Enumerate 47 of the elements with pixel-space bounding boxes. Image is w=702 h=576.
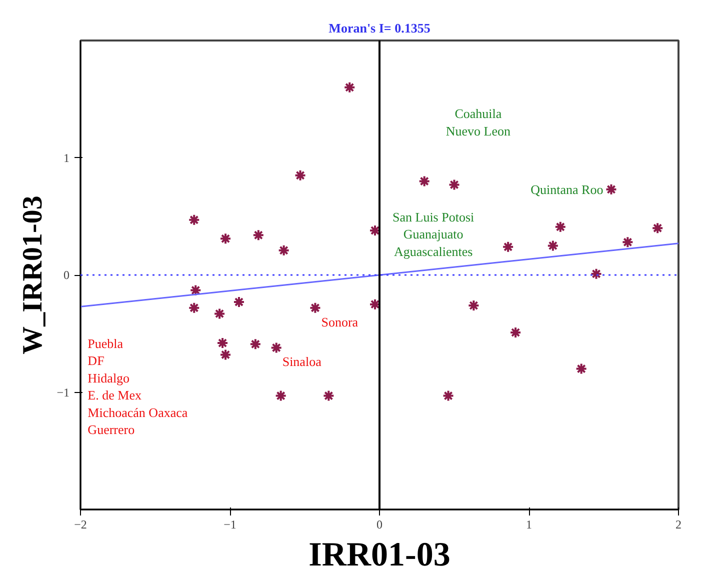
y-tick-label: 0 (64, 268, 70, 282)
point (220, 348, 232, 361)
x-tick-label: 2 (676, 518, 682, 532)
point (590, 268, 602, 280)
point (188, 302, 200, 314)
point (214, 308, 226, 320)
point (278, 244, 290, 256)
point (270, 342, 282, 354)
point (216, 337, 229, 350)
annotation: Sonora (321, 314, 358, 330)
point (309, 302, 322, 314)
point (502, 240, 514, 253)
point (418, 175, 430, 188)
x-axis-title: IRR01-03 (308, 536, 450, 574)
point (554, 220, 566, 233)
annotation: Sinaloa (282, 354, 322, 370)
point (190, 284, 202, 296)
point (344, 81, 356, 94)
point (605, 183, 618, 196)
point (448, 178, 460, 191)
point (468, 299, 480, 312)
point (622, 236, 634, 248)
point (442, 390, 454, 402)
point (294, 169, 306, 182)
point (188, 214, 200, 226)
annotation: San Luis Potosi Guanajuato Aguascalientes (392, 209, 475, 259)
point (252, 229, 264, 242)
point (322, 390, 335, 402)
annotation: Coahuila Nuevo Leon (446, 106, 511, 138)
point (546, 240, 559, 252)
y-tick-label: 1 (64, 150, 70, 165)
x-tick-label: 0 (376, 518, 382, 532)
x-tick-label: −2 (74, 518, 87, 532)
point (249, 338, 262, 350)
point (510, 326, 522, 338)
point (652, 222, 664, 234)
x-tick-label: 1 (526, 518, 532, 532)
point (274, 390, 287, 402)
x-tick-label: −1 (224, 518, 236, 532)
y-axis-title: W_IRR01-03 (18, 196, 49, 354)
annotation: Quintana Roo (530, 182, 604, 197)
point (220, 232, 232, 245)
annotation: Puebla DF Hidalgo E. de Mex Michoacán Oaxaca Guerrero (88, 336, 188, 438)
y-tick-label: −1 (56, 385, 70, 400)
chart-title: Moran's I= 0.1355 (328, 20, 431, 36)
point (232, 296, 245, 308)
point (575, 362, 588, 375)
